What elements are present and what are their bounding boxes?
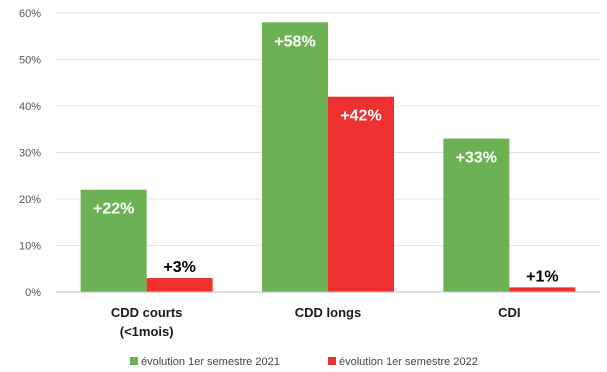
y-tick-label: 30% — [19, 148, 41, 160]
category-label: CDI — [498, 305, 520, 320]
legend-swatch — [130, 357, 138, 365]
data-label: +22% — [93, 201, 134, 218]
y-tick-label: 0% — [25, 287, 41, 299]
data-label: +3% — [163, 259, 195, 276]
bar — [443, 138, 510, 292]
bars — [80, 22, 576, 293]
legend-swatch — [328, 357, 336, 365]
legend-label: évolution 1er semestre 2021 — [141, 356, 280, 368]
legend-label: évolution 1er semestre 2022 — [339, 356, 478, 368]
y-tick-label: 50% — [19, 55, 41, 67]
category-label: CDD courts — [111, 305, 183, 320]
y-tick-label: 40% — [19, 101, 41, 113]
data-label: +58% — [274, 33, 315, 50]
bar — [80, 189, 147, 292]
data-label: +33% — [456, 150, 497, 167]
y-tick-label: 10% — [19, 241, 41, 253]
legend: évolution 1er semestre 2021 évolution 1er… — [130, 356, 478, 368]
y-tick-label: 20% — [19, 194, 41, 206]
data-label: +42% — [340, 108, 381, 125]
y-axis-ticks: 0% 10% 20% 30% 40% 50% 60% — [19, 8, 41, 299]
bar — [146, 278, 213, 292]
bar — [328, 96, 394, 292]
bar — [262, 22, 328, 293]
category-labels: CDD courts (<1mois) CDD longs CDI — [111, 305, 521, 339]
data-label: +1% — [526, 268, 558, 285]
data-labels: +22% +3% +58% +42% +33% +1% — [93, 33, 559, 285]
category-label: CDD longs — [295, 305, 361, 320]
category-label: (<1mois) — [120, 324, 174, 339]
bar — [509, 287, 576, 292]
y-tick-label: 60% — [19, 8, 41, 20]
